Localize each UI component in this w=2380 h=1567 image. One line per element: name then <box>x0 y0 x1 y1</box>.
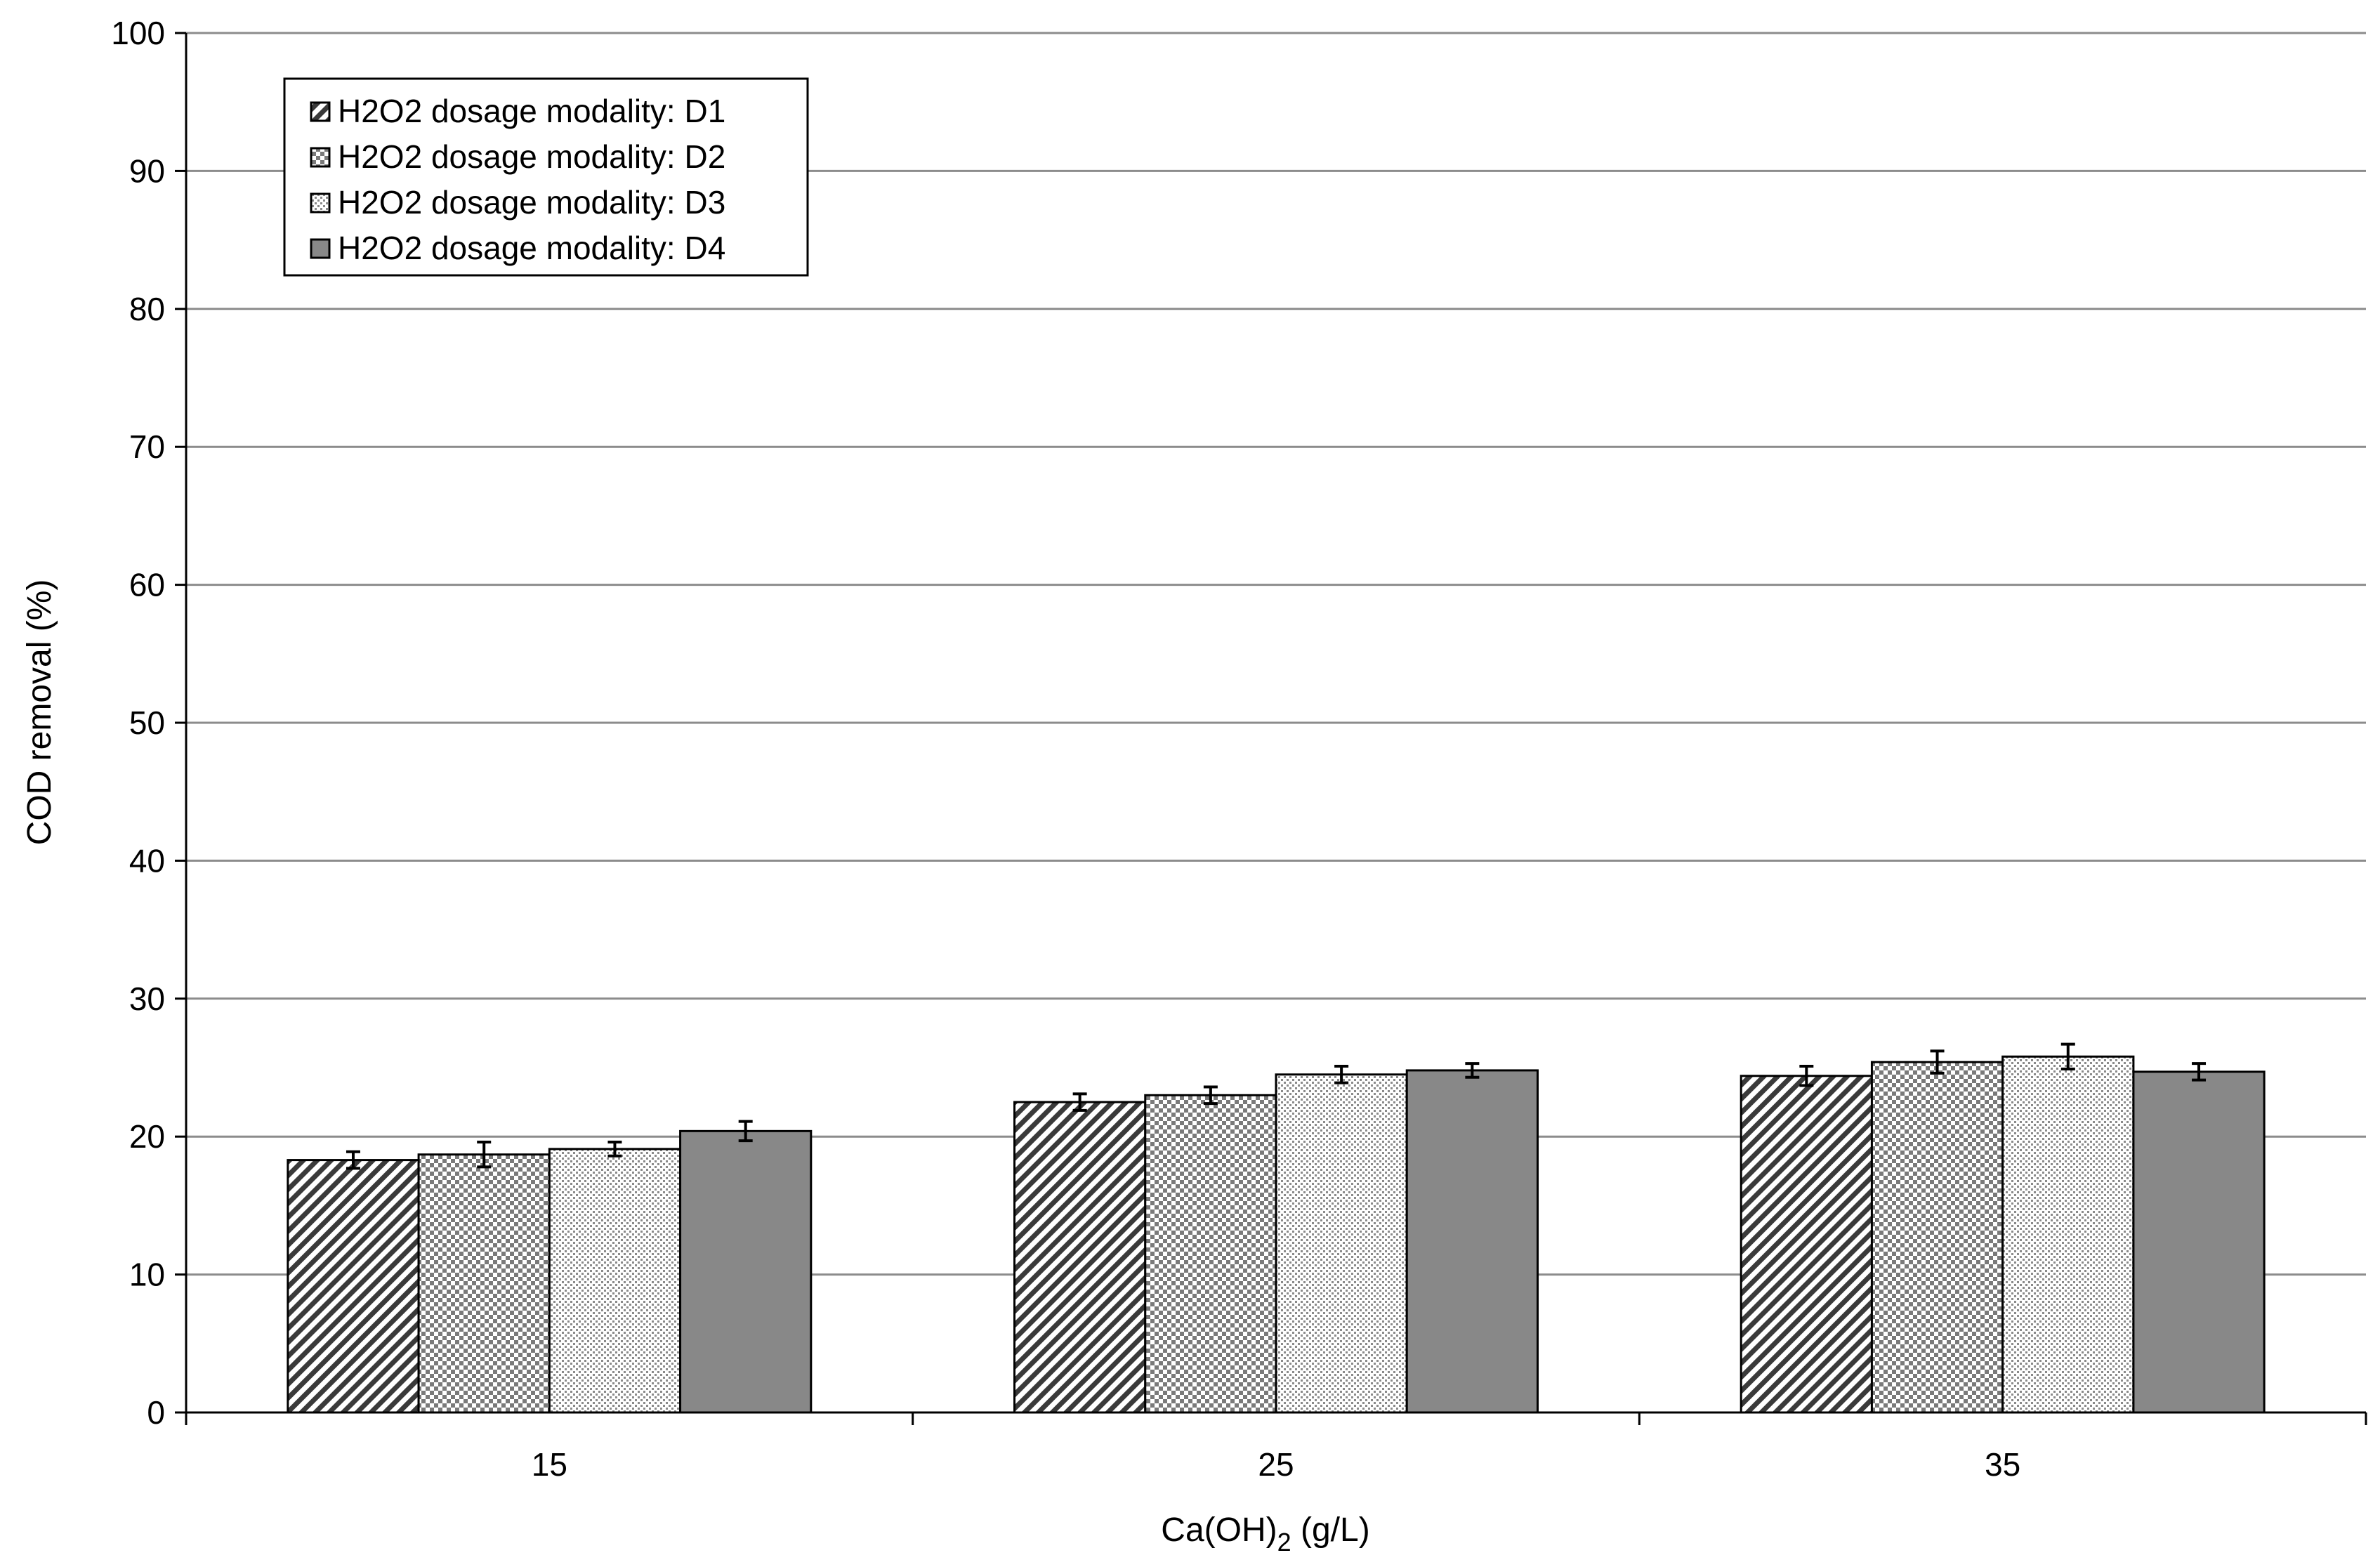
y-tick-label: 30 <box>129 981 165 1017</box>
y-tick-label: 100 <box>111 15 165 51</box>
y-axis-label: COD removal (%) <box>21 579 58 846</box>
bar <box>2001 1055 2135 1414</box>
y-tick-label: 20 <box>129 1118 165 1155</box>
x-tick-label: 15 <box>532 1446 567 1483</box>
x-tick-label: 35 <box>1985 1446 2020 1483</box>
x-axis-label-subscript: 2 <box>1277 1528 1291 1556</box>
axes: 0 10 20 30 40 50 60 70 80 90 100 15 25 35 <box>111 15 2367 1483</box>
y-tick-label: 70 <box>129 428 165 465</box>
bar <box>1405 1069 1539 1414</box>
legend: H2O2 dosage modality: D1 H2O2 dosage moda… <box>283 77 809 277</box>
y-tick-label: 50 <box>129 704 165 741</box>
bar <box>287 1159 420 1414</box>
bar <box>1740 1075 1873 1414</box>
bar <box>679 1129 813 1414</box>
x-axis-label: Ca(OH)2 (g/L) <box>1161 1512 1369 1556</box>
bar <box>417 1153 551 1414</box>
bar <box>1013 1101 1147 1414</box>
y-tick-label: 80 <box>129 291 165 327</box>
x-axis-label-main: Ca(OH) <box>1161 1512 1277 1549</box>
y-tick-label: 40 <box>129 842 165 879</box>
bar <box>1870 1061 2004 1414</box>
legend-label: H2O2 dosage modality: D3 <box>338 184 725 221</box>
legend-label: H2O2 dosage modality: D2 <box>338 138 725 175</box>
y-tick-label: 0 <box>147 1394 165 1431</box>
bars <box>287 1042 2266 1414</box>
y-tick-label: 10 <box>129 1257 165 1293</box>
y-tick-label: 60 <box>129 567 165 603</box>
bar <box>1144 1094 1277 1414</box>
bar <box>2132 1070 2266 1414</box>
legend-swatch <box>310 147 331 168</box>
legend-label: H2O2 dosage modality: D1 <box>338 93 725 129</box>
legend-label: H2O2 dosage modality: D4 <box>338 230 725 266</box>
gridlines <box>186 32 2366 1276</box>
legend-box <box>283 77 809 277</box>
legend-swatch <box>310 101 331 122</box>
bar <box>1275 1073 1408 1414</box>
bar <box>548 1148 682 1414</box>
x-tick-label: 25 <box>1258 1446 1294 1483</box>
legend-swatch <box>310 192 331 214</box>
x-axis-label-unit: (g/L) <box>1291 1512 1370 1549</box>
y-tick-label: 90 <box>129 152 165 189</box>
legend-swatch <box>310 238 331 259</box>
